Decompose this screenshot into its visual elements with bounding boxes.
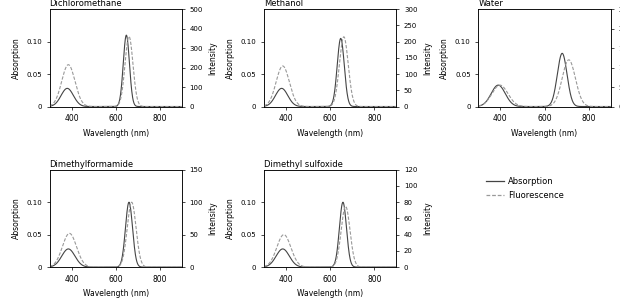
X-axis label: Wavelength (nm): Wavelength (nm) (297, 129, 363, 138)
Text: Methanol: Methanol (264, 0, 303, 8)
X-axis label: Wavelength (nm): Wavelength (nm) (512, 129, 578, 138)
Y-axis label: Absorption: Absorption (226, 37, 235, 79)
Text: Dimethylformamide: Dimethylformamide (50, 160, 134, 169)
X-axis label: Wavelength (nm): Wavelength (nm) (82, 129, 149, 138)
Text: Water: Water (479, 0, 503, 8)
Y-axis label: Absorption: Absorption (440, 37, 450, 79)
Text: Dimethyl sulfoxide: Dimethyl sulfoxide (264, 160, 343, 169)
Y-axis label: Absorption: Absorption (226, 198, 235, 239)
X-axis label: Wavelength (nm): Wavelength (nm) (297, 289, 363, 298)
Y-axis label: Absorption: Absorption (12, 198, 20, 239)
Y-axis label: Intensity: Intensity (208, 202, 218, 235)
Text: Dichloromethane: Dichloromethane (50, 0, 122, 8)
Y-axis label: Intensity: Intensity (423, 202, 432, 235)
Y-axis label: Intensity: Intensity (208, 41, 218, 75)
Legend: Absorption, Fluorescence: Absorption, Fluorescence (482, 174, 567, 204)
Y-axis label: Intensity: Intensity (423, 41, 432, 75)
Y-axis label: Absorption: Absorption (12, 37, 20, 79)
X-axis label: Wavelength (nm): Wavelength (nm) (82, 289, 149, 298)
